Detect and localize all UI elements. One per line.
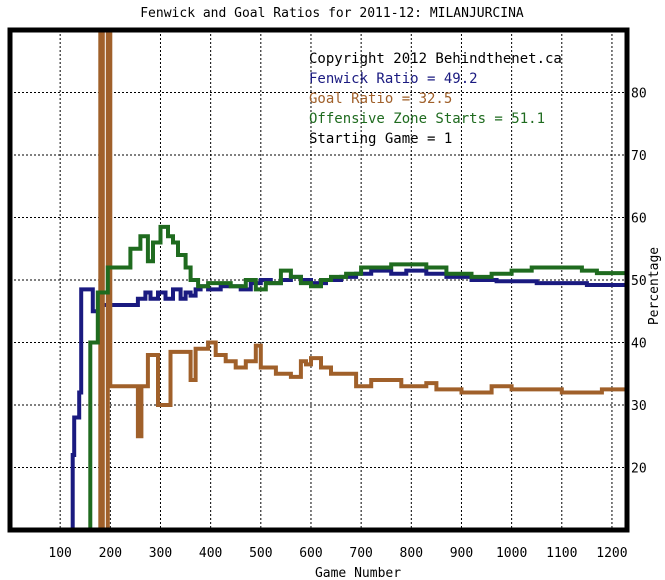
x-tick-label: 1100 bbox=[546, 546, 577, 561]
x-tick-label: 300 bbox=[149, 546, 172, 561]
x-tick-label: 400 bbox=[199, 546, 222, 561]
annotation-line: Goal Ratio = 32.5 bbox=[309, 91, 452, 107]
series-line-2 bbox=[98, 28, 627, 532]
annotation-line: Fenwick Ratio = 49.2 bbox=[309, 71, 478, 87]
y-tick-label: 60 bbox=[631, 212, 647, 227]
x-tick-label: 1200 bbox=[596, 546, 627, 561]
annotation-line: Offensive Zone Starts = 51.1 bbox=[309, 111, 545, 127]
gridlines bbox=[10, 30, 627, 530]
y-axis-label: Percentage bbox=[647, 247, 662, 325]
series-line-3 bbox=[88, 224, 627, 530]
x-tick-label: 700 bbox=[349, 546, 372, 561]
y-tick-label: 80 bbox=[631, 87, 647, 102]
x-tick-labels: 100 200 300 400 500 600 700 800 900 1000 1100 1200 bbox=[48, 546, 627, 561]
x-tick-label: 600 bbox=[299, 546, 322, 561]
x-axis-label: Game Number bbox=[315, 566, 401, 580]
series-lines bbox=[70, 28, 627, 532]
x-tick-label: 900 bbox=[450, 546, 473, 561]
y-tick-label: 20 bbox=[631, 462, 647, 477]
x-tick-label: 1000 bbox=[496, 546, 527, 561]
series-line-1 bbox=[70, 268, 627, 530]
x-tick-label: 100 bbox=[48, 546, 71, 561]
y-tick-label: 40 bbox=[631, 337, 647, 352]
x-tick-label: 200 bbox=[99, 546, 122, 561]
y-tick-label: 50 bbox=[631, 274, 647, 289]
chart-title: Fenwick and Goal Ratios for 2011-12: MIL… bbox=[140, 6, 524, 21]
y-tick-label: 70 bbox=[631, 149, 647, 164]
y-tick-label: 30 bbox=[631, 399, 647, 414]
y-tick-labels: 20 30 40 50 60 70 80 bbox=[631, 87, 647, 477]
x-tick-label: 500 bbox=[249, 546, 272, 561]
annotation-line: Starting Game = 1 bbox=[309, 131, 452, 147]
plot-frame bbox=[7, 27, 630, 533]
x-tick-label: 800 bbox=[400, 546, 423, 561]
annotation-line: Copyright 2012 Behindthenet.ca bbox=[309, 51, 562, 67]
annotations: Copyright 2012 Behindthenet.ca Fenwick Ra… bbox=[309, 51, 562, 147]
